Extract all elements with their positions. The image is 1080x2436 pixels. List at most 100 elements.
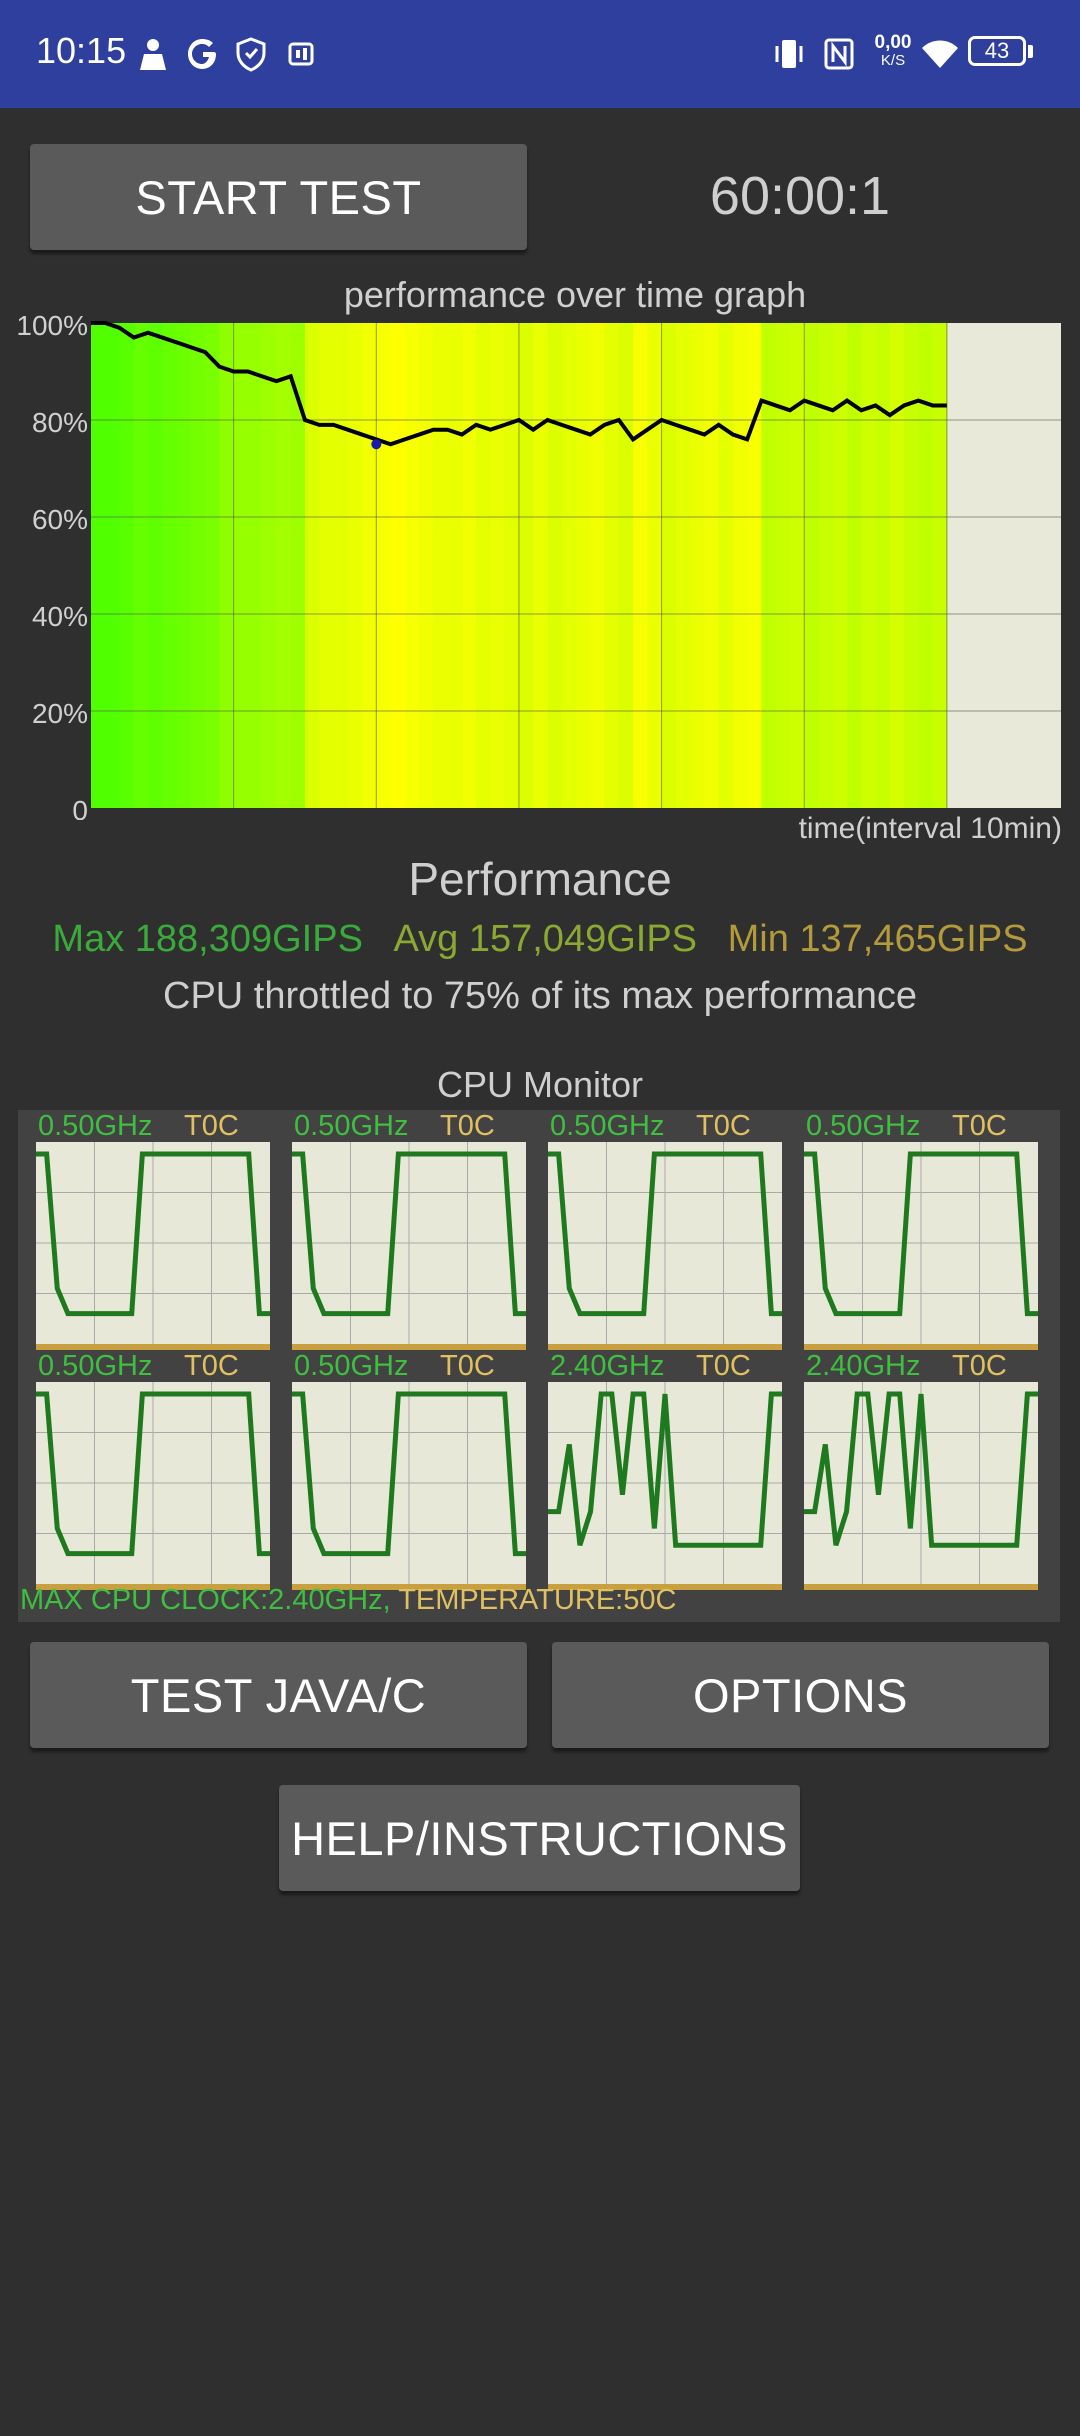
start-test-button[interactable]: START TEST	[30, 144, 527, 250]
performance-bar	[447, 323, 463, 808]
performance-bar	[247, 323, 263, 808]
performance-bar	[661, 323, 677, 808]
core-frequency-line	[548, 1151, 782, 1317]
y-tick-label: 80%	[32, 407, 88, 438]
graph-title: performance over time graph	[343, 274, 807, 315]
performance-bar	[119, 323, 135, 808]
net-speed-unit: K/S	[880, 52, 906, 69]
performance-bar	[618, 323, 634, 808]
vibrate-icon	[775, 40, 803, 68]
performance-bar	[290, 323, 306, 808]
performance-bar	[918, 323, 934, 808]
cpu-core-8: 2.40GHz T0C	[804, 1350, 1040, 1590]
performance-bar	[789, 323, 805, 808]
performance-bar	[518, 323, 534, 808]
nfc-icon	[824, 38, 854, 70]
person-icon	[140, 39, 166, 70]
performance-bar	[818, 323, 834, 808]
core-frequency: 0.50GHz	[550, 1110, 665, 1142]
cpu-core-4: 0.50GHz T0C	[804, 1110, 1040, 1350]
core-temperature: T0C	[952, 1110, 1007, 1142]
core-frequency-line	[36, 1151, 270, 1317]
graph-grid	[91, 323, 1061, 808]
performance-bar	[561, 323, 577, 808]
performance-bar	[133, 323, 149, 808]
shield-icon	[236, 37, 266, 72]
performance-bar	[476, 323, 492, 808]
battery-icon: 43	[968, 36, 1026, 66]
performance-bar	[419, 323, 434, 808]
core-graph	[36, 1382, 270, 1590]
net-speed-value: 0,00	[874, 32, 912, 53]
cpu-core-6: 0.50GHz T0C	[292, 1350, 528, 1590]
core-frequency: 0.50GHz	[294, 1110, 409, 1142]
performance-bar	[176, 323, 192, 808]
cpu-core-3: 0.50GHz T0C	[548, 1110, 784, 1350]
performance-line	[91, 321, 947, 447]
performance-bar	[875, 323, 891, 808]
performance-stats: Max 188,309GIPS Avg 157,049GIPS Min 137,…	[0, 918, 1080, 961]
cpu-core-7: 2.40GHz T0C	[548, 1350, 784, 1590]
performance-bar	[861, 323, 877, 808]
core-frequency: 0.50GHz	[38, 1350, 153, 1382]
min-stat: Min 137,465GIPS	[727, 918, 1028, 960]
throttle-message: CPU throttled to 75% of its max performa…	[163, 975, 917, 1017]
performance-bar	[390, 323, 406, 808]
test-timer: 60:00:1	[709, 166, 891, 226]
y-tick-label: 20%	[32, 698, 88, 729]
x-axis-label: time(interval 10min)	[798, 812, 1062, 845]
core-frequency-line	[292, 1391, 526, 1557]
performance-bar	[847, 323, 862, 808]
performance-bar	[932, 323, 948, 808]
min-marker	[371, 439, 382, 450]
help-instructions-button[interactable]: HELP/INSTRUCTIONS	[279, 1785, 800, 1891]
performance-bar	[362, 323, 377, 808]
core-temperature: T0C	[184, 1110, 239, 1142]
core-graph	[292, 1142, 526, 1350]
y-axis-ticks: 100% 80% 60% 40% 20% 0	[16, 310, 88, 820]
performance-bar	[889, 323, 905, 808]
performance-graph: 100% 80% 60% 40% 20% 0	[16, 310, 1061, 820]
status-bar: 10:15 0,00 K/S 43	[0, 0, 1080, 108]
google-icon	[188, 39, 216, 69]
performance-bar	[690, 323, 705, 808]
performance-bar	[832, 323, 848, 808]
core-graph	[292, 1382, 526, 1590]
core-frequency: 2.40GHz	[806, 1350, 921, 1382]
performance-bar	[376, 323, 392, 808]
performance-bar	[233, 323, 249, 808]
performance-bar	[304, 323, 320, 808]
performance-bar	[633, 323, 648, 808]
cpu-core-2: 0.50GHz T0C	[292, 1110, 528, 1350]
performance-bar	[333, 323, 349, 808]
performance-bar	[747, 323, 763, 808]
performance-bar	[91, 323, 106, 808]
performance-bar	[162, 323, 178, 808]
performance-bar	[904, 323, 919, 808]
core-frequency-line	[36, 1391, 270, 1557]
core-frequency: 0.50GHz	[806, 1110, 921, 1142]
core-temperature: T0C	[696, 1110, 751, 1142]
performance-bar	[704, 323, 720, 808]
performance-bar	[347, 323, 363, 808]
cpu-core-1: 0.50GHz T0C	[36, 1110, 272, 1350]
core-temperature: T0C	[184, 1350, 239, 1382]
performance-bar	[148, 323, 163, 808]
core-frequency-line	[804, 1151, 1038, 1317]
performance-bar	[576, 323, 591, 808]
core-frequency-line	[548, 1391, 782, 1548]
core-graph	[36, 1142, 270, 1350]
performance-bar	[205, 323, 220, 808]
test-java-c-button[interactable]: TEST JAVA/C	[30, 1642, 527, 1748]
performance-bar	[105, 323, 121, 808]
cpu-summary: MAX CPU CLOCK:2.40GHz, TEMPERATURE:50C	[20, 1584, 676, 1617]
avg-stat: Avg 157,049GIPS	[393, 918, 698, 960]
options-button[interactable]: OPTIONS	[552, 1642, 1049, 1748]
performance-bar	[804, 323, 820, 808]
core-graph	[548, 1382, 782, 1590]
performance-bar	[190, 323, 206, 808]
performance-bar	[675, 323, 691, 808]
cpu-monitor-title: CPU Monitor	[436, 1064, 644, 1105]
performance-heading: Performance	[408, 853, 672, 905]
core-frequency-line	[804, 1391, 1038, 1548]
